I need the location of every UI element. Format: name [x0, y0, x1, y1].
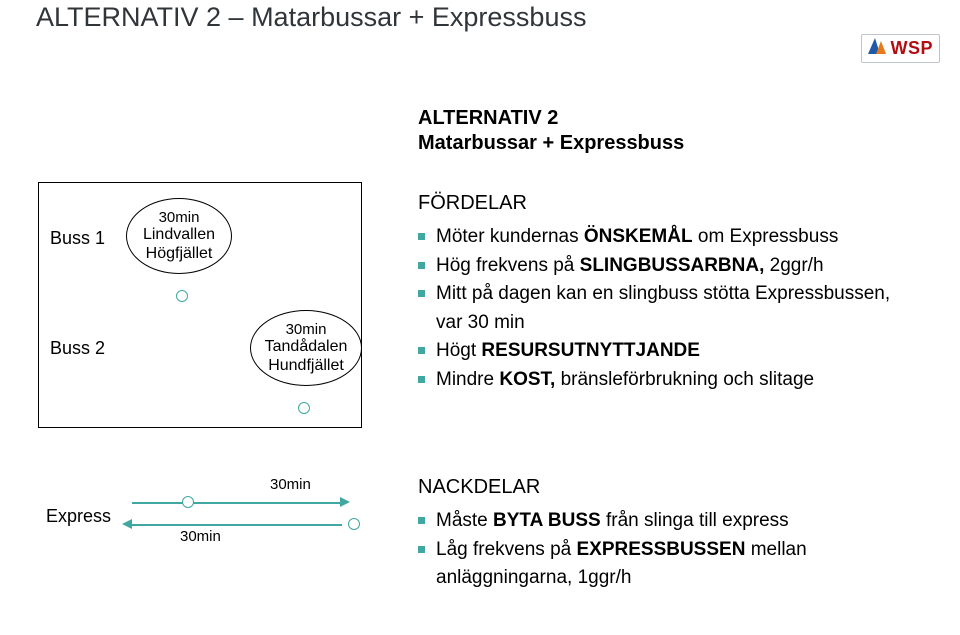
fordelar-section: FÖRDELAR Möter kundernas ÖNSKEMÅL om Exp…: [418, 192, 898, 394]
fordelar-item: Möter kundernas ÖNSKEMÅL om Expressbuss: [418, 223, 898, 252]
nackdelar-item: Låg frekvens på EXPRESSBUSSEN mellan anl…: [418, 536, 898, 593]
fordelar-item: Mindre KOST, bränsleförbrukning och slit…: [418, 366, 898, 395]
knob-right: [298, 402, 310, 414]
logo-text: WSP: [890, 38, 933, 59]
text-post: om Expressbuss: [693, 226, 839, 247]
fordelar-item: Hög frekvens på SLINGBUSSARBNA, 2ggr/h: [418, 252, 898, 281]
text-bold: SLINGBUSSARBNA,: [580, 255, 765, 276]
nackdelar-section: NACKDELAR Måste BYTA BUSS från slinga ti…: [418, 476, 898, 593]
text-pre: Högt: [436, 340, 481, 361]
text-pre: Möter kundernas: [436, 226, 584, 247]
text-post: från slinga till express: [601, 510, 789, 531]
text-bold: RESURSUTNYTTJANDE: [481, 340, 700, 361]
fordelar-list: Möter kundernas ÖNSKEMÅL om Expressbuss …: [418, 223, 898, 394]
text-post: 2ggr/h: [764, 255, 823, 276]
ellipse-right-line2: Hundfjället: [268, 357, 344, 375]
express-dot-bottom: [348, 518, 360, 530]
arrow-bottom-line: [132, 524, 342, 526]
wsp-logo: WSP: [861, 34, 940, 63]
page-title: ALTERNATIV 2 – Matarbussar + Expressbuss: [36, 2, 586, 33]
ellipse-tandadalen: 30min Tandådalen Hundfjället: [250, 310, 362, 386]
text-bold: KOST,: [499, 369, 555, 390]
ellipse-left-time: 30min: [159, 209, 200, 226]
express-dot-top: [182, 496, 194, 508]
arrow-left-head-icon: [122, 519, 132, 529]
knob-left: [176, 290, 188, 302]
text-bold: BYTA BUSS: [493, 510, 601, 531]
logo-mark-icon: [868, 37, 886, 60]
express-arrows: [122, 496, 360, 546]
bus1-label: Buss 1: [50, 228, 105, 249]
subtitle-line-2: Matarbussar + Expressbuss: [418, 132, 684, 154]
nackdelar-list: Måste BYTA BUSS från slinga till express…: [418, 507, 898, 593]
subtitle-line-1: ALTERNATIV 2: [418, 107, 558, 129]
express-label: Express: [46, 506, 111, 527]
text-pre: Mindre: [436, 369, 499, 390]
fordelar-title: FÖRDELAR: [418, 192, 898, 215]
subtitle: ALTERNATIV 2 Matarbussar + Expressbuss: [418, 106, 684, 156]
ellipse-right-time: 30min: [286, 321, 327, 338]
text-bold: ÖNSKEMÅL: [584, 226, 693, 247]
ellipse-right-line1: Tandådalen: [265, 338, 348, 356]
text-pre: Hög frekvens på: [436, 255, 580, 276]
fordelar-item: Mitt på dagen kan en slingbuss stötta Ex…: [418, 280, 898, 337]
nackdelar-title: NACKDELAR: [418, 476, 898, 499]
arrow-top-line: [132, 502, 342, 504]
arrow-right-head-icon: [340, 497, 350, 507]
bus2-label: Buss 2: [50, 338, 105, 359]
ellipse-left-line2: Högfjället: [146, 245, 213, 263]
text-pre: Måste: [436, 510, 493, 531]
text-post: bränsleförbrukning och slitage: [555, 369, 814, 390]
text-bold: EXPRESSBUSSEN: [576, 539, 745, 560]
ellipse-lindvallen: 30min Lindvallen Högfjället: [126, 198, 232, 274]
ellipse-left-line1: Lindvallen: [143, 226, 215, 244]
text-pre: Låg frekvens på: [436, 539, 576, 560]
fordelar-item: Högt RESURSUTNYTTJANDE: [418, 337, 898, 366]
express-time-bottom: 30min: [180, 528, 221, 545]
express-time-top: 30min: [270, 476, 311, 493]
text-pre: Mitt på dagen kan en slingbuss stötta Ex…: [436, 283, 890, 333]
nackdelar-item: Måste BYTA BUSS från slinga till express: [418, 507, 898, 536]
